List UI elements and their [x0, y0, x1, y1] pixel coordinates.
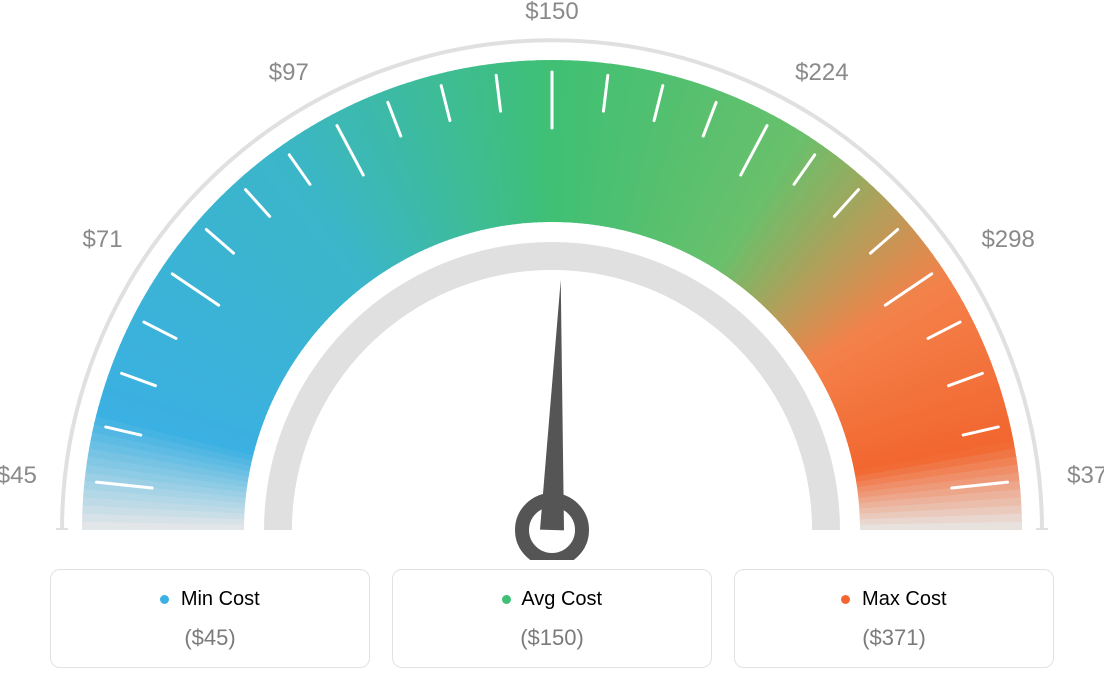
legend-value-avg: ($150) [403, 625, 701, 651]
legend-title-min: Min Cost [61, 588, 359, 611]
scale-label: $71 [83, 226, 123, 254]
cost-gauge-chart: $45 $71 $97 $150 $224 $298 $371 [0, 0, 1104, 560]
legend-value-max: ($371) [745, 625, 1043, 651]
legend-value-min: ($45) [61, 625, 359, 651]
legend-card-avg: Avg Cost ($150) [392, 569, 712, 668]
legend-card-max: Max Cost ($371) [734, 569, 1054, 668]
scale-label: $150 [522, 0, 582, 26]
legend-dot-min [160, 595, 169, 604]
legend-title-text-max: Max Cost [862, 588, 946, 610]
scale-label: $371 [1067, 462, 1104, 490]
scale-label: $224 [795, 59, 848, 87]
legend-title-avg: Avg Cost [403, 588, 701, 611]
gauge-svg [0, 0, 1104, 560]
legend-row: Min Cost ($45) Avg Cost ($150) Max Cost … [50, 569, 1054, 668]
legend-title-max: Max Cost [745, 588, 1043, 611]
legend-title-text-avg: Avg Cost [521, 588, 602, 610]
scale-label: $298 [981, 226, 1034, 254]
scale-label: $97 [269, 59, 309, 87]
scale-label: $45 [0, 462, 37, 490]
legend-dot-max [841, 595, 850, 604]
legend-card-min: Min Cost ($45) [50, 569, 370, 668]
legend-title-text-min: Min Cost [181, 588, 260, 610]
legend-dot-avg [502, 595, 511, 604]
